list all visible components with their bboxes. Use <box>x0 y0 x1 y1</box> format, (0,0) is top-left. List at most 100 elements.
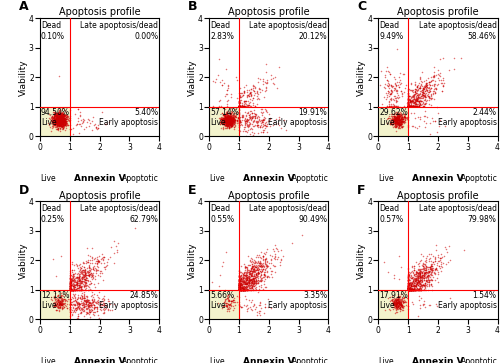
Point <box>91 284 99 290</box>
Point <box>404 103 412 109</box>
Point <box>216 119 224 125</box>
Point <box>408 264 416 270</box>
Point <box>404 287 412 293</box>
Point <box>246 269 254 274</box>
Point <box>396 121 404 127</box>
Point <box>250 287 258 293</box>
Point <box>416 273 424 279</box>
Point <box>56 302 64 307</box>
Point <box>404 103 412 109</box>
Point <box>228 121 236 126</box>
Point <box>396 302 404 308</box>
Point <box>420 114 428 119</box>
Point <box>58 113 66 118</box>
Point <box>244 267 252 273</box>
Point <box>47 120 55 126</box>
Point <box>224 91 232 97</box>
Point <box>392 115 400 121</box>
Point <box>404 103 412 109</box>
Point <box>420 103 428 109</box>
Point <box>68 282 76 288</box>
Point <box>225 117 233 122</box>
Point <box>404 103 412 109</box>
Point <box>424 92 432 98</box>
Point <box>404 275 412 281</box>
Point <box>51 297 59 302</box>
Point <box>386 117 394 122</box>
Point <box>58 113 66 118</box>
Point <box>223 115 231 121</box>
Point <box>404 103 412 109</box>
Point <box>228 118 236 124</box>
Point <box>404 285 412 291</box>
Point <box>421 274 429 280</box>
Point <box>80 298 88 303</box>
Point <box>88 254 96 260</box>
Point <box>406 97 414 103</box>
Point <box>234 110 242 116</box>
Point <box>422 82 430 88</box>
Point <box>393 114 401 119</box>
Point <box>76 287 84 293</box>
Point <box>236 278 244 284</box>
Point <box>425 258 433 264</box>
Point <box>398 118 406 124</box>
Point <box>404 287 412 293</box>
Point <box>54 125 62 131</box>
Point <box>240 269 248 275</box>
Point <box>418 102 426 107</box>
Point <box>236 100 244 106</box>
Point <box>242 287 250 293</box>
Point <box>224 119 232 125</box>
Point <box>66 287 74 293</box>
Point <box>264 118 272 124</box>
Point <box>82 299 90 305</box>
Point <box>434 258 442 264</box>
Point <box>66 287 74 293</box>
Point <box>229 297 237 303</box>
Point <box>427 277 435 282</box>
Point <box>62 121 70 127</box>
Point <box>388 111 396 117</box>
Point <box>390 123 398 129</box>
Point <box>60 113 68 118</box>
Point <box>66 287 74 293</box>
Point <box>236 284 244 289</box>
Point <box>240 103 248 109</box>
Point <box>407 281 415 286</box>
Point <box>58 298 66 304</box>
Point <box>412 282 420 287</box>
Point <box>420 287 428 293</box>
Point <box>236 287 244 293</box>
Point <box>243 92 251 98</box>
Point <box>420 263 428 269</box>
Point <box>236 103 244 109</box>
Point <box>54 302 62 307</box>
Point <box>404 287 412 293</box>
Point <box>76 121 84 127</box>
Point <box>427 272 435 277</box>
Point <box>57 119 65 125</box>
Point <box>90 305 98 311</box>
Point <box>242 128 250 134</box>
Point <box>78 276 86 282</box>
Point <box>236 278 244 284</box>
Point <box>71 111 79 117</box>
Point <box>71 284 79 290</box>
Point <box>444 68 452 73</box>
Point <box>236 103 244 109</box>
Point <box>64 113 72 118</box>
Point <box>416 283 424 289</box>
Point <box>236 281 244 286</box>
Point <box>242 94 250 100</box>
Point <box>436 261 444 267</box>
Point <box>386 115 394 121</box>
Point <box>66 287 74 293</box>
Point <box>428 262 436 268</box>
Point <box>396 118 404 124</box>
Point <box>79 281 87 287</box>
Point <box>66 270 74 276</box>
Point <box>57 119 65 125</box>
Point <box>404 287 412 293</box>
Point <box>236 283 244 289</box>
